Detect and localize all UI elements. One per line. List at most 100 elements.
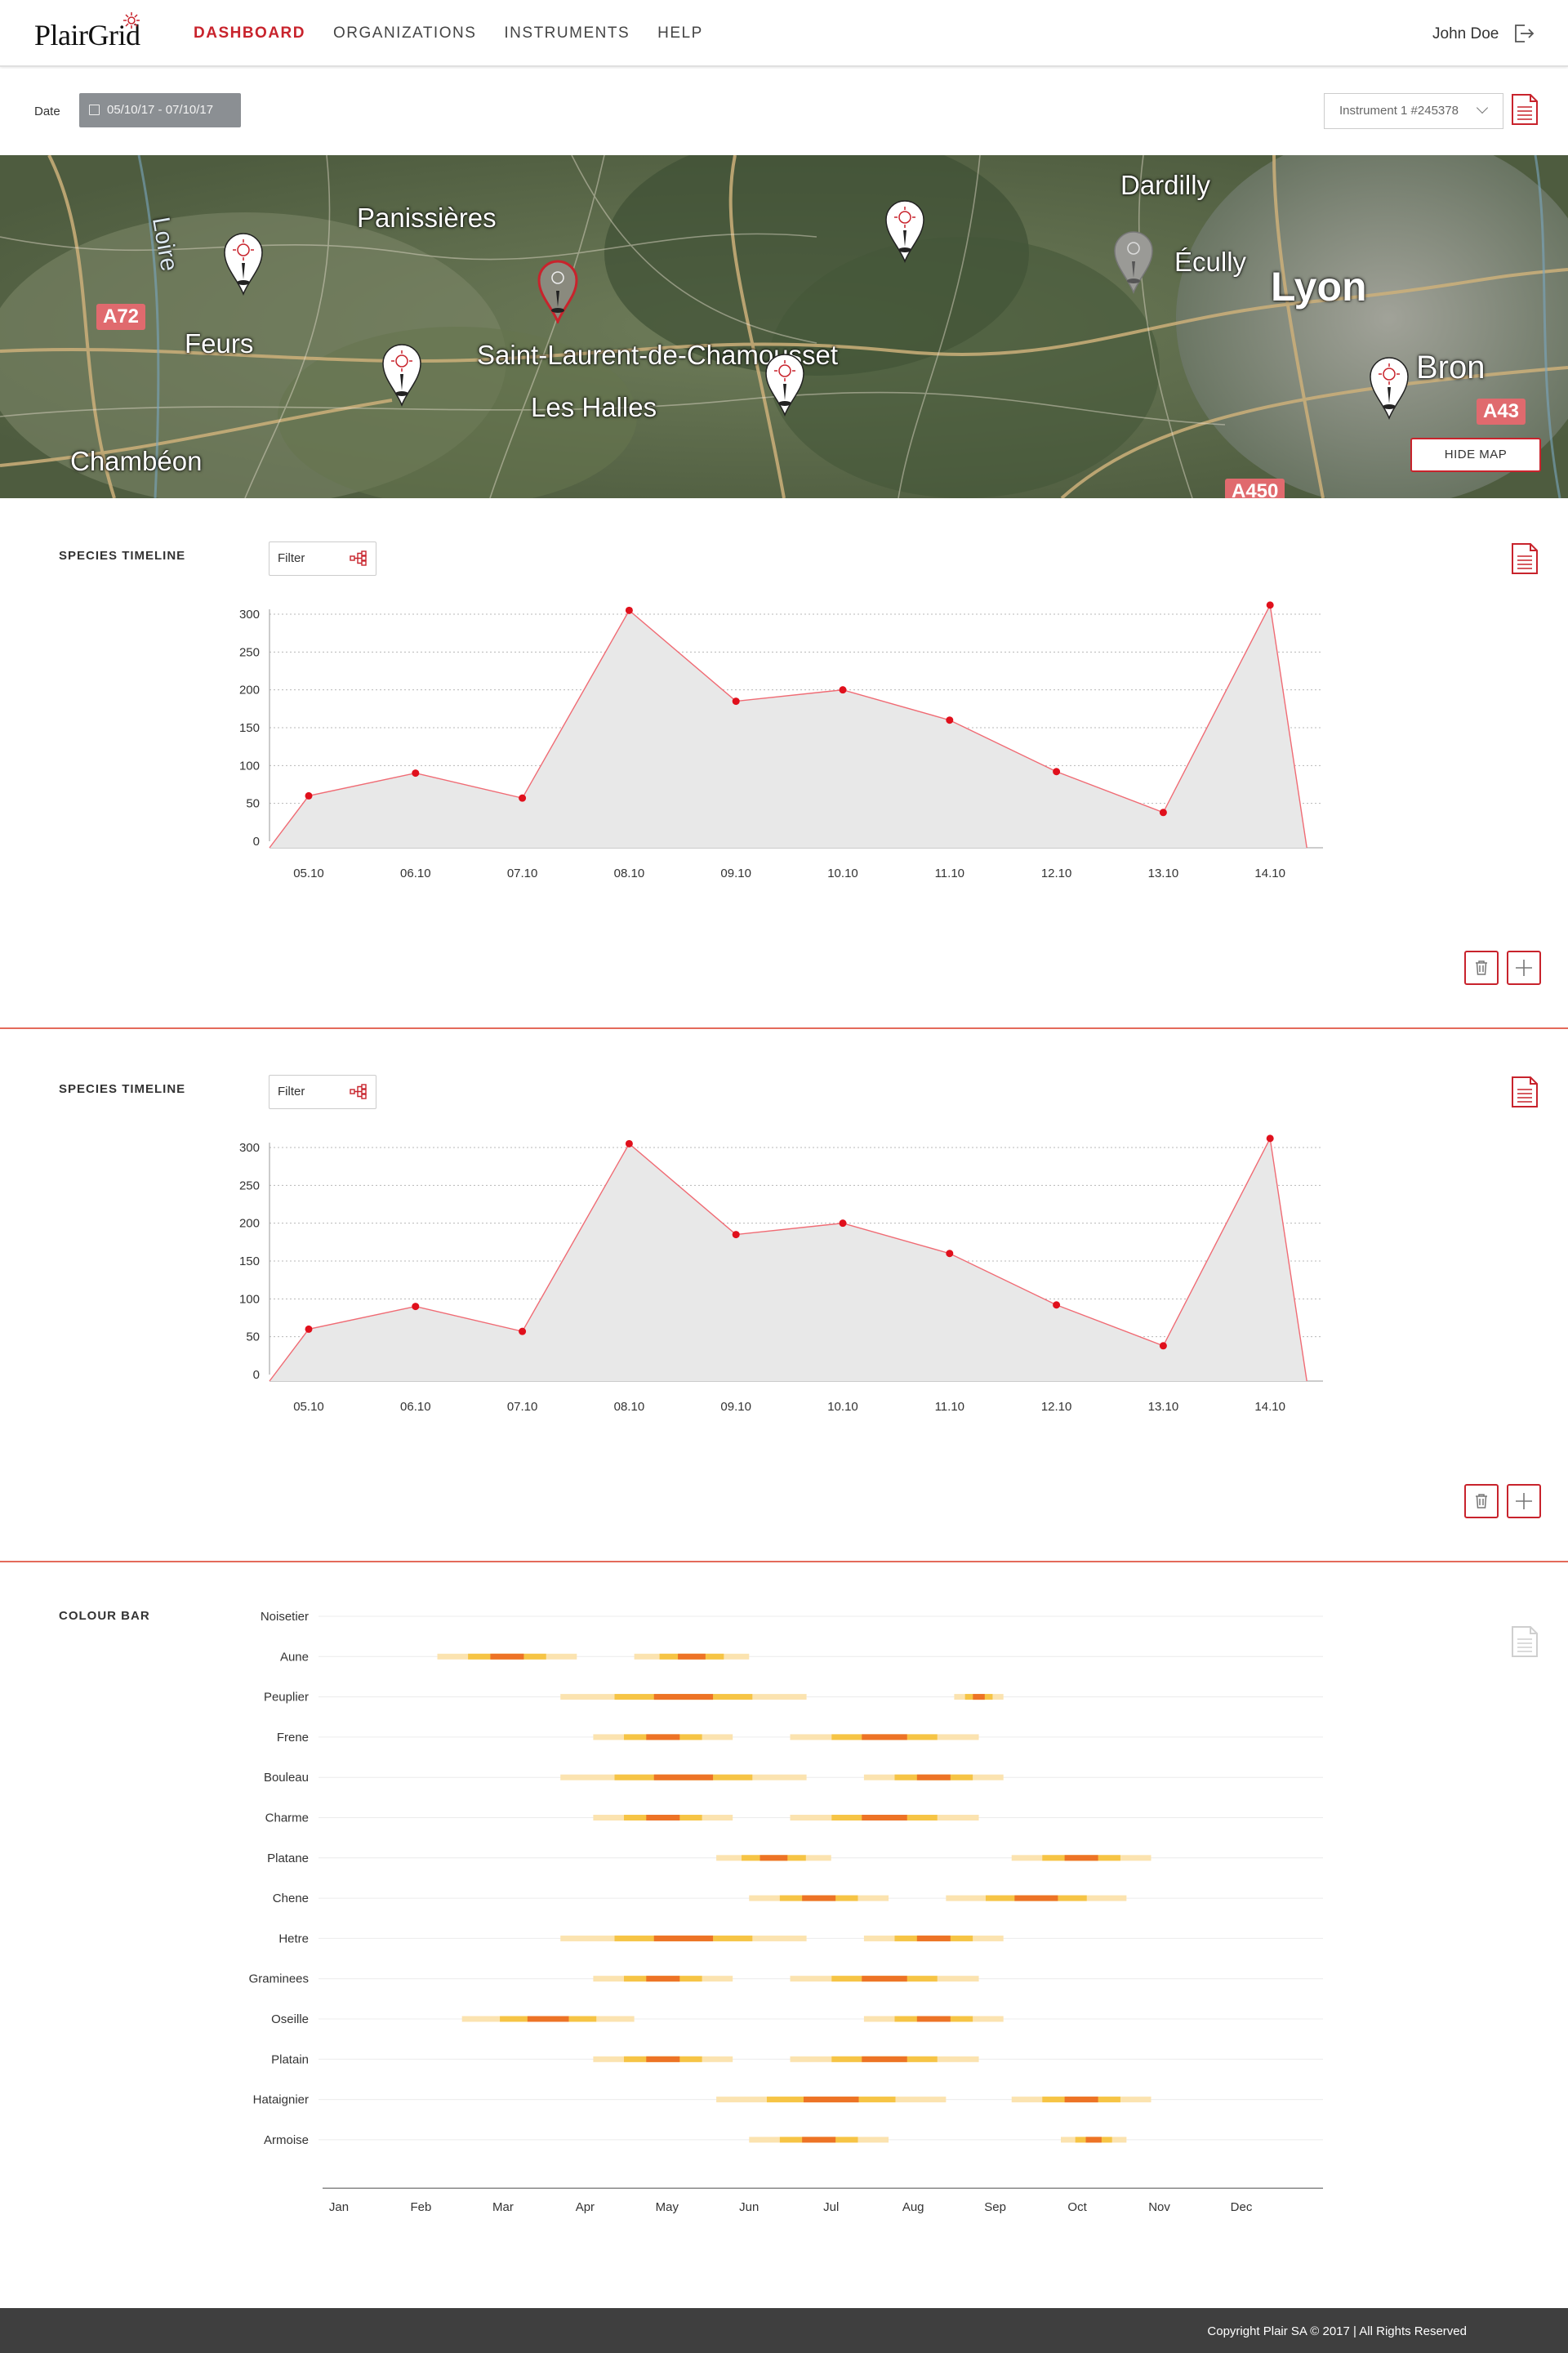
data-point[interactable] xyxy=(946,716,954,724)
pollen-period-bar-peak xyxy=(1064,2097,1098,2103)
data-point[interactable] xyxy=(305,1325,313,1333)
data-point[interactable] xyxy=(1159,809,1167,817)
hide-map-button[interactable]: HIDE MAP xyxy=(1410,438,1541,472)
nav-dashboard[interactable]: DASHBOARD xyxy=(194,25,305,42)
map-label-dardilly: Dardilly xyxy=(1120,170,1211,200)
month-tick-label: Jul xyxy=(823,2200,839,2214)
plairgrid-logo[interactable]: PlairGrid xyxy=(34,11,157,52)
species-label: Aune xyxy=(280,1650,309,1664)
data-point[interactable] xyxy=(625,606,633,614)
data-point[interactable] xyxy=(412,1303,420,1311)
nav-help[interactable]: HELP xyxy=(657,25,703,42)
data-point[interactable] xyxy=(732,697,740,706)
instrument-map-pin[interactable] xyxy=(883,198,927,263)
series-line xyxy=(269,603,1307,849)
nav-organizations[interactable]: ORGANIZATIONS xyxy=(333,25,477,42)
species-label: Oseille xyxy=(271,2012,309,2026)
pollen-period-bar-peak xyxy=(678,1653,706,1660)
plus-icon xyxy=(1516,1493,1532,1509)
x-tick-label: 10.10 xyxy=(827,867,858,880)
pollen-period-bar-peak xyxy=(1014,1895,1058,1901)
data-point[interactable] xyxy=(519,794,527,802)
y-tick-label: 250 xyxy=(239,645,260,659)
instrument-map-pin[interactable] xyxy=(380,341,424,407)
species-label: Graminees xyxy=(249,1972,309,1986)
pollen-period-bar-peak xyxy=(862,2056,907,2062)
species-label: Armoise xyxy=(264,2133,309,2147)
species-label: Hetre xyxy=(278,1932,309,1945)
delete-chart-button[interactable] xyxy=(1464,951,1499,985)
month-tick-label: May xyxy=(656,2200,679,2214)
pollen-period-bar-peak xyxy=(802,1895,836,1901)
data-point[interactable] xyxy=(412,769,420,778)
instrument-map-pin[interactable] xyxy=(1367,354,1411,420)
road-badge-a43: A43 xyxy=(1477,399,1526,425)
instrument-select-value: Instrument 1 #245378 xyxy=(1339,104,1459,118)
instrument-map-pin[interactable] xyxy=(221,230,265,296)
data-point[interactable] xyxy=(1266,601,1274,609)
export-document-icon[interactable] xyxy=(1511,1076,1539,1108)
logout-icon[interactable] xyxy=(1511,21,1535,46)
y-tick-label: 300 xyxy=(239,608,260,622)
species-timeline-chart: 0 50 100 150 200 250 300 05.10 06.10 07.10 08.10 09… xyxy=(239,601,1323,880)
data-point[interactable] xyxy=(946,1250,954,1258)
delete-chart-button[interactable] xyxy=(1464,1484,1499,1518)
data-point[interactable] xyxy=(1159,1342,1167,1350)
data-point[interactable] xyxy=(1266,1134,1274,1143)
top-navbar: PlairGrid DASHBOARD ORGANIZATIONS INSTRU… xyxy=(0,0,1568,67)
satellite-map[interactable]: Panissières Dardilly Écully Lyon Feurs S… xyxy=(0,155,1568,498)
export-document-icon[interactable] xyxy=(1511,542,1539,575)
colour-bar-chart: Noisetier Aune Peuplier Frene Bouleau Charme P… xyxy=(249,1610,1323,2214)
add-chart-button[interactable] xyxy=(1507,951,1541,985)
data-point[interactable] xyxy=(732,1231,740,1239)
chevron-down-icon xyxy=(1476,101,1489,114)
y-tick-label: 100 xyxy=(239,759,260,773)
map-label-feurs: Feurs xyxy=(185,328,254,359)
species-label: Charme xyxy=(265,1812,309,1825)
data-point[interactable] xyxy=(519,1327,527,1335)
data-point[interactable] xyxy=(1053,1301,1061,1309)
data-point[interactable] xyxy=(1053,768,1061,776)
species-filter-button[interactable]: Filter xyxy=(269,541,376,576)
species-label: Noisetier xyxy=(261,1610,309,1624)
instrument-select[interactable]: Instrument 1 #245378 xyxy=(1324,93,1503,129)
trash-icon xyxy=(1476,1494,1487,1509)
pollen-period-bar-peak xyxy=(760,1855,788,1861)
data-point[interactable] xyxy=(305,791,313,800)
inactive-instrument-map-pin[interactable] xyxy=(1111,229,1156,294)
nav-instruments[interactable]: INSTRUMENTS xyxy=(504,25,630,42)
filter-tree-icon xyxy=(350,550,367,566)
selected-instrument-map-pin[interactable] xyxy=(536,258,580,323)
colour-bar-title: COLOUR BAR xyxy=(59,1609,150,1623)
species-timeline-title: SPECIES TIMELINE xyxy=(59,549,186,563)
instrument-map-pin[interactable] xyxy=(763,351,807,417)
species-label: Platane xyxy=(267,1852,309,1865)
export-document-icon-disabled[interactable] xyxy=(1511,1625,1539,1658)
species-label: Hataignier xyxy=(253,2093,309,2107)
x-tick-label: 07.10 xyxy=(507,1400,538,1414)
data-point[interactable] xyxy=(625,1139,633,1148)
x-tick-label: 09.10 xyxy=(720,867,751,880)
pollen-period-bar-peak xyxy=(490,1653,524,1660)
section-divider xyxy=(0,1561,1568,1562)
pollen-period-bar-peak xyxy=(973,1694,985,1700)
pollen-period-bar-peak xyxy=(862,1815,907,1820)
x-tick-label: 14.10 xyxy=(1254,1400,1285,1414)
species-filter-button[interactable]: Filter xyxy=(269,1075,376,1109)
species-label: Bouleau xyxy=(264,1771,309,1785)
y-tick-label: 50 xyxy=(246,797,260,811)
pollen-period-bar-peak xyxy=(646,1976,680,1982)
filter-tree-icon xyxy=(350,1084,367,1099)
filter-label: Filter xyxy=(278,1085,305,1099)
map-label-lyon: Lyon xyxy=(1271,264,1367,310)
y-tick-label: 50 xyxy=(246,1330,260,1344)
x-tick-label: 07.10 xyxy=(507,867,538,880)
data-point[interactable] xyxy=(839,1219,847,1228)
export-document-icon[interactable] xyxy=(1511,93,1539,126)
user-name[interactable]: John Doe xyxy=(1432,25,1499,42)
date-range-picker[interactable]: 05/10/17 - 07/10/17 xyxy=(79,93,241,127)
add-chart-button[interactable] xyxy=(1507,1484,1541,1518)
data-point[interactable] xyxy=(839,686,847,694)
x-tick-label: 13.10 xyxy=(1148,1400,1179,1414)
footer-copyright: Copyright Plair SA © 2017 | All Rights R… xyxy=(1207,2324,1467,2338)
